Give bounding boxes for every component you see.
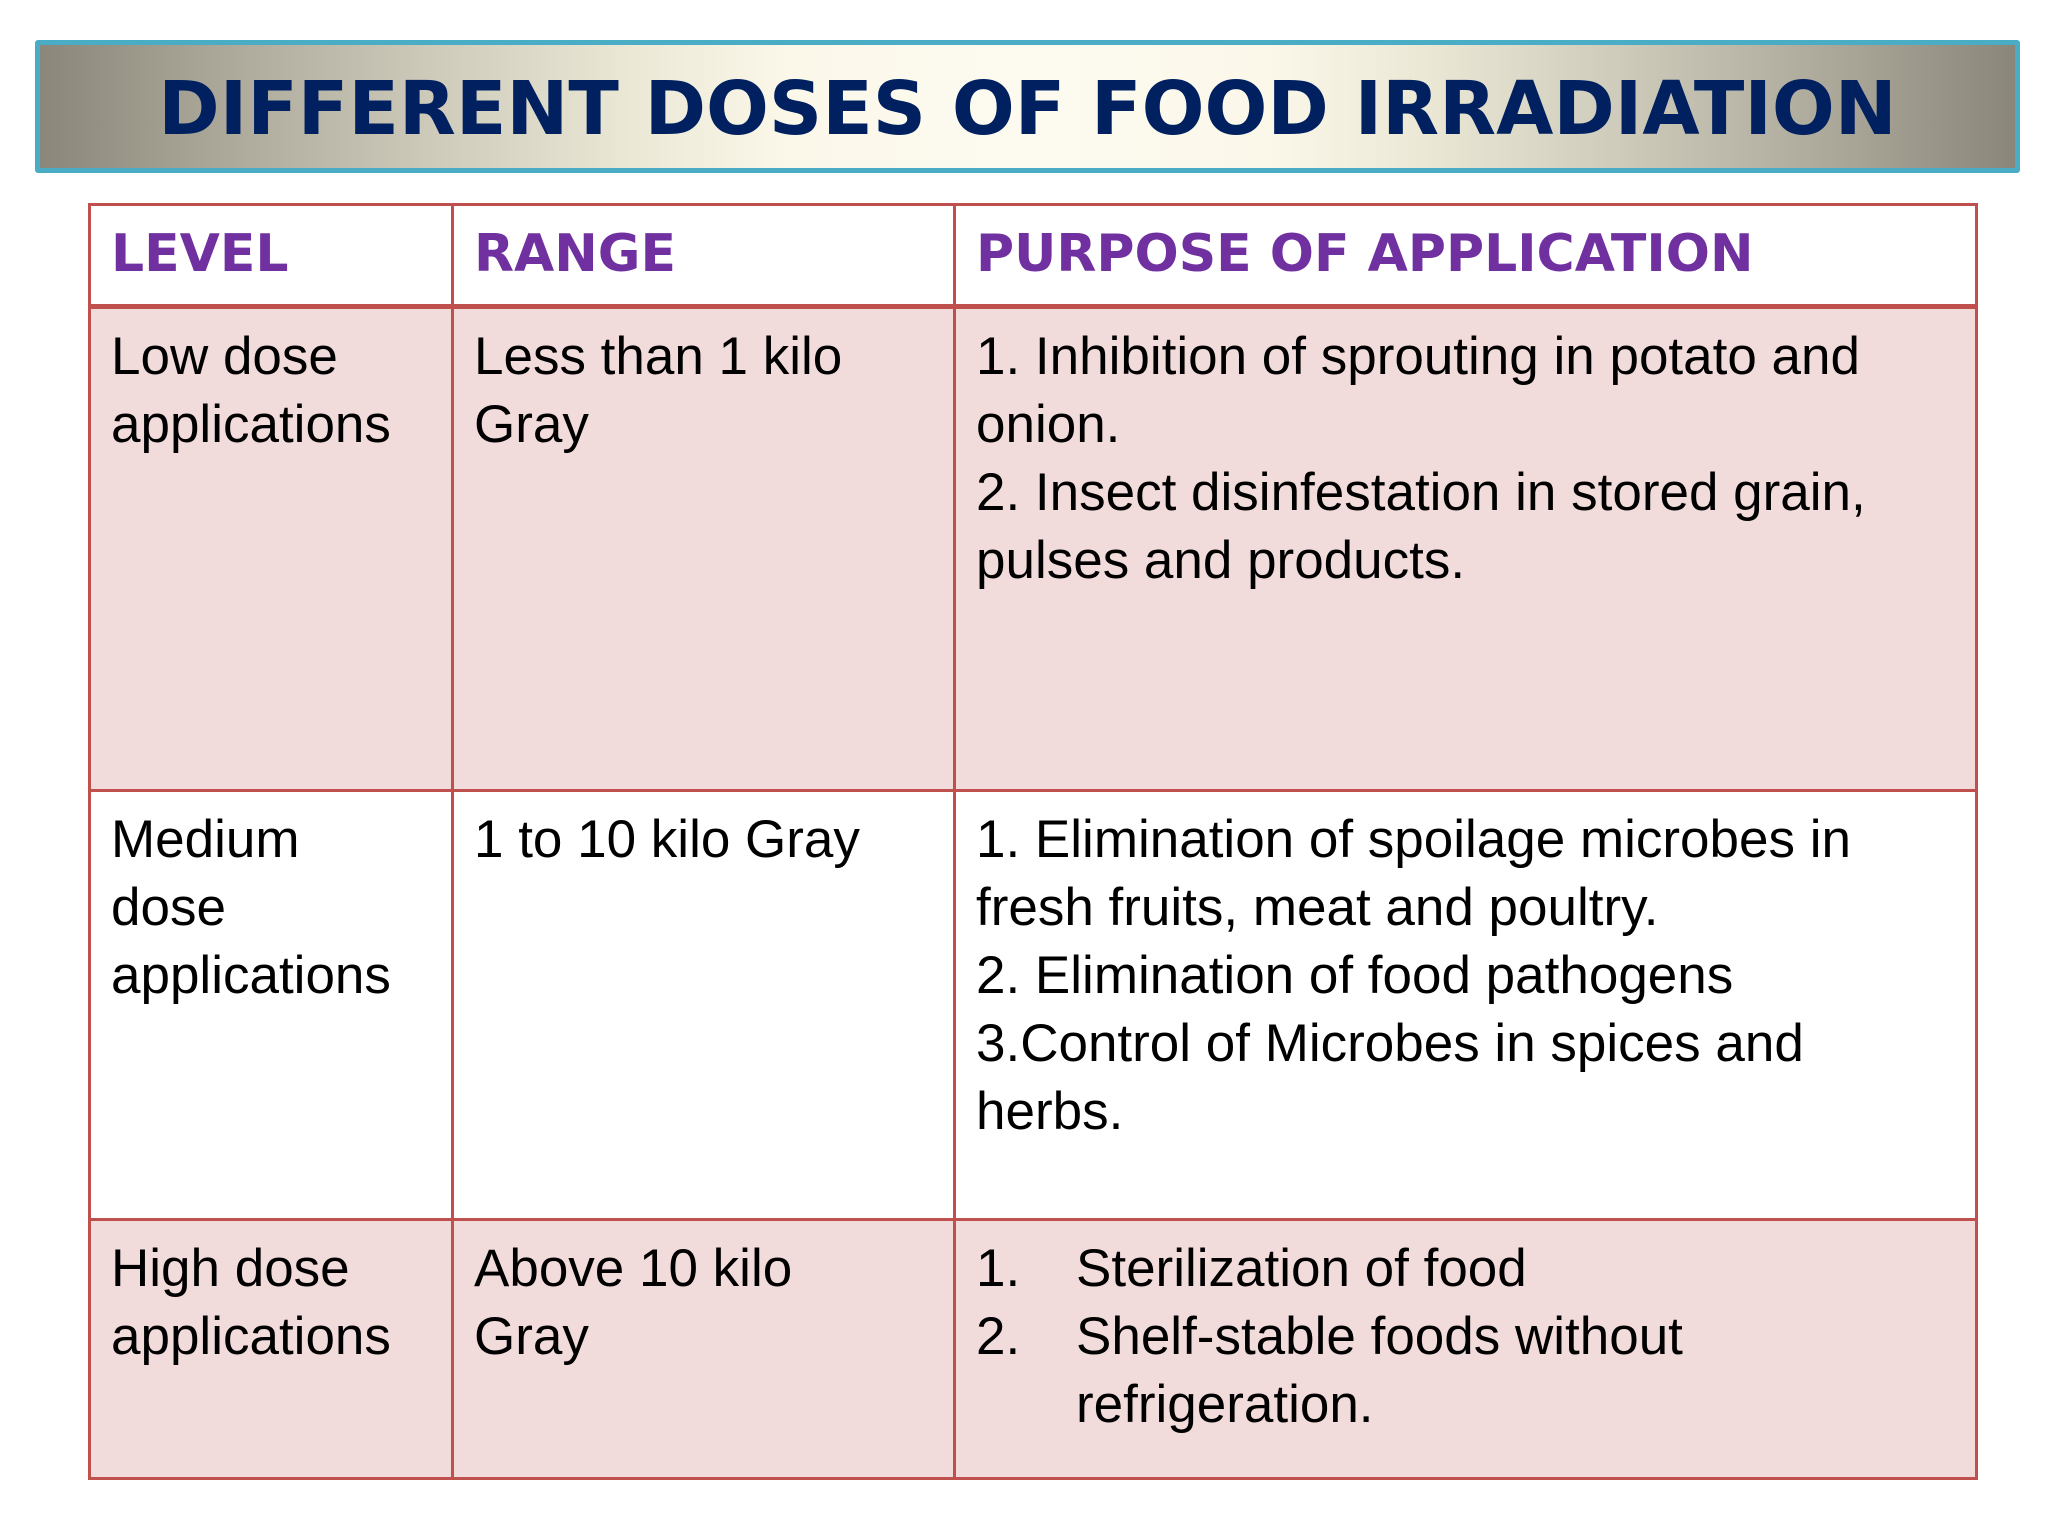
table-header-row: LEVEL RANGE PURPOSE OF APPLICATION [88, 203, 1978, 309]
header-level: LEVEL [88, 203, 454, 309]
list-number: 1. [976, 1239, 1021, 1298]
cell-text: applications [111, 946, 391, 1005]
cell-purpose: 1. Elimination of spoilage microbes in f… [953, 789, 1978, 1221]
cell-text: Gray [474, 395, 589, 454]
cell-text: 2. Insect disinfestation in stored grain… [976, 463, 1866, 522]
cell-text: Gray [474, 1307, 589, 1366]
table-row-low-dose: Low dose applications Less than 1 kilo G… [88, 305, 1978, 792]
doses-table: LEVEL RANGE PURPOSE OF APPLICATION Low d… [88, 203, 1978, 1480]
cell-text: onion. [976, 395, 1121, 454]
title-banner: DIFFERENT DOSES OF FOOD IRRADIATION [35, 40, 2020, 173]
list-text: Shelf-stable foods without refrigeration… [1076, 1303, 1683, 1439]
cell-range: 1 to 10 kilo Gray [451, 789, 956, 1221]
cell-text: dose [111, 878, 226, 937]
cell-text: 2. Elimination of food pathogens [976, 946, 1734, 1005]
cell-text: Less than 1 kilo [474, 327, 843, 386]
header-purpose: PURPOSE OF APPLICATION [953, 203, 1978, 309]
table-row-medium-dose: Medium dose applications 1 to 10 kilo Gr… [88, 789, 1978, 1221]
cell-text: 3.Control of Microbes in spices and [976, 1014, 1804, 1073]
cell-level: Low dose applications [88, 305, 454, 792]
cell-purpose: 1. Sterilization of food 2. Shelf-stable… [953, 1218, 1978, 1480]
list-text: Sterilization of food [1076, 1239, 1527, 1298]
cell-text: High dose [111, 1239, 350, 1298]
cell-text: herbs. [976, 1082, 1124, 1141]
cell-text: applications [111, 1307, 391, 1366]
list-number: 2. [976, 1307, 1021, 1366]
header-range: RANGE [451, 203, 956, 309]
cell-level: High dose applications [88, 1218, 454, 1480]
cell-range: Less than 1 kilo Gray [451, 305, 956, 792]
cell-text: 1. Elimination of spoilage microbes in [976, 810, 1851, 869]
list-text-line: refrigeration. [1076, 1375, 1374, 1434]
page-title: DIFFERENT DOSES OF FOOD IRRADIATION [158, 65, 1897, 152]
cell-text: Medium [111, 810, 300, 869]
cell-text: pulses and products. [976, 531, 1466, 590]
list-item: 2. Shelf-stable foods without refrigerat… [976, 1303, 1955, 1439]
table-row-high-dose: High dose applications Above 10 kilo Gra… [88, 1218, 1978, 1480]
cell-text: Above 10 kilo [474, 1239, 793, 1298]
cell-text: 1 to 10 kilo Gray [474, 810, 860, 869]
cell-range: Above 10 kilo Gray [451, 1218, 956, 1480]
cell-text: fresh fruits, meat and poultry. [976, 878, 1659, 937]
cell-text: applications [111, 395, 391, 454]
list-item: 1. Sterilization of food [976, 1235, 1955, 1303]
list-text-line: Shelf-stable foods without [1076, 1307, 1683, 1366]
cell-level: Medium dose applications [88, 789, 454, 1221]
cell-text: Low dose [111, 327, 338, 386]
cell-purpose: 1. Inhibition of sprouting in potato and… [953, 305, 1978, 792]
cell-text: 1. Inhibition of sprouting in potato and [976, 327, 1860, 386]
